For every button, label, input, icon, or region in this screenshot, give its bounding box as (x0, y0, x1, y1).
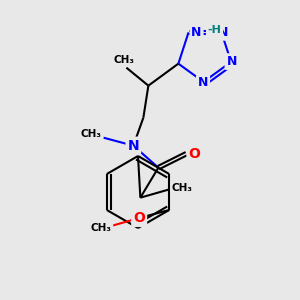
Text: N: N (226, 55, 237, 68)
Text: N: N (128, 139, 139, 153)
Text: N: N (218, 26, 229, 39)
Text: -H: -H (208, 25, 221, 35)
Text: CH₃: CH₃ (81, 129, 102, 139)
Text: O: O (188, 147, 200, 161)
Text: O: O (133, 211, 145, 225)
Text: CH₃: CH₃ (172, 183, 193, 193)
Text: N: N (198, 76, 208, 89)
Text: N: N (191, 26, 202, 39)
Text: CH₃: CH₃ (91, 223, 112, 233)
Text: CH₃: CH₃ (114, 55, 135, 65)
